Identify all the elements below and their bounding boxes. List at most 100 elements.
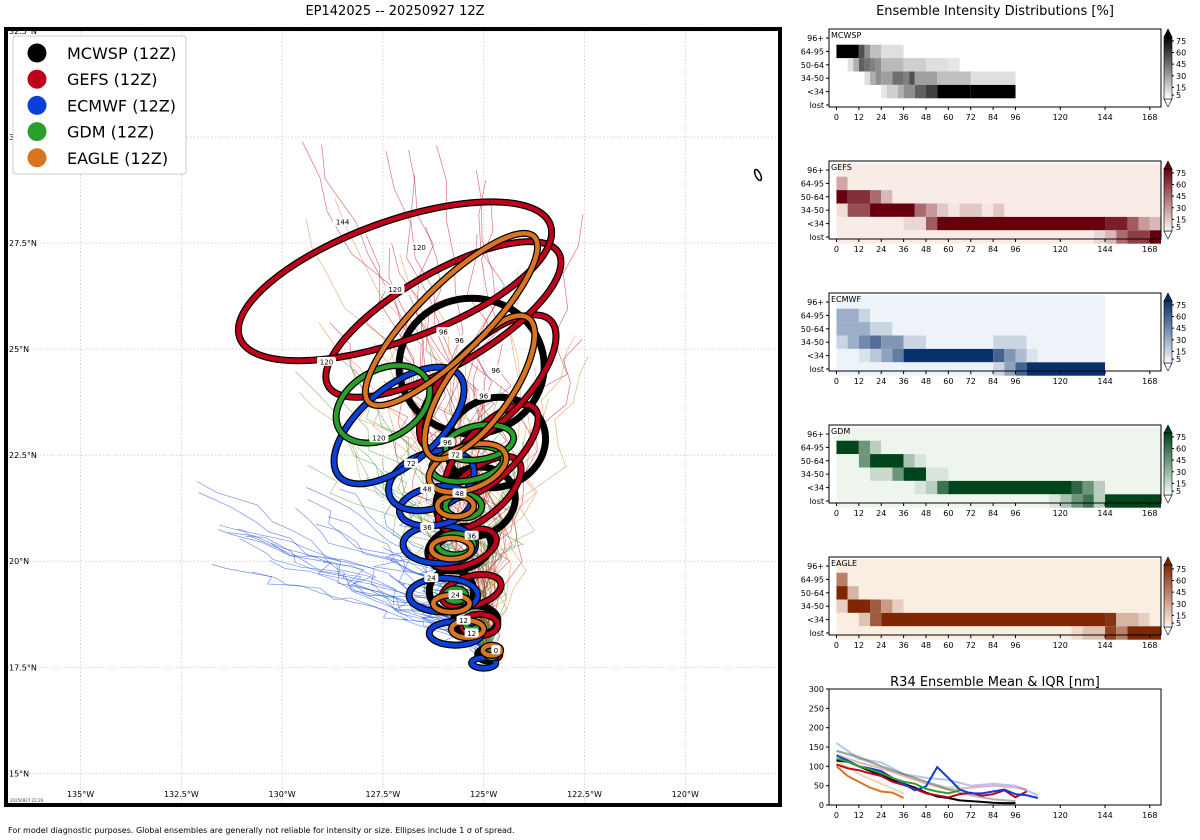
- colorbar-tick-label: 5: [1176, 487, 1181, 496]
- colorbar-tick-label: 45: [1176, 60, 1186, 69]
- colorbar-tick-label: 75: [1176, 169, 1186, 178]
- heatmap-cell: [993, 348, 1005, 363]
- ellipse-ring: [422, 313, 538, 462]
- ellipse-ring: [443, 422, 516, 463]
- heatmap-cell: [836, 612, 859, 627]
- heatmap-cell: [881, 44, 904, 59]
- hour-label-bg: [316, 356, 336, 366]
- heatmap-cell: [836, 586, 848, 600]
- heatmap-cell: [847, 335, 859, 349]
- x-tick-label: 12: [854, 509, 864, 518]
- y-tick-label: 34-50: [801, 338, 824, 347]
- legend-label: ECMWF (12Z): [67, 96, 176, 115]
- x-tick-label: 0: [834, 245, 839, 254]
- x-tick-label: 48: [921, 509, 931, 518]
- heatmap-cell: [1026, 362, 1106, 376]
- heatmap-cell: [881, 190, 893, 204]
- heatmap-cell: [993, 362, 1005, 376]
- y-tick-label: 100: [809, 762, 824, 771]
- heatmap-cell: [925, 58, 949, 72]
- colorbar-extend-bottom: [1163, 626, 1173, 636]
- hour-label-bg: [420, 484, 435, 494]
- colorbar-extend-bottom: [1163, 98, 1173, 108]
- heatmap-cell: [836, 494, 1050, 508]
- y-tick-label: 34-50: [801, 602, 824, 611]
- hour-label-bg: [333, 216, 353, 226]
- heatmap-cell: [892, 71, 904, 85]
- x-tick-label: 84: [988, 641, 998, 650]
- hour-label: 72: [407, 460, 416, 468]
- y-tick-label: lost: [810, 101, 824, 110]
- x-tick-label: 60: [943, 641, 953, 650]
- heatmap-cell: [858, 454, 871, 468]
- heatmap-cell: [925, 467, 949, 481]
- heatmap-cell: [981, 203, 994, 217]
- y-tick-label: lost: [810, 629, 824, 638]
- ellipse-gefs-120: [322, 238, 565, 401]
- island-outline: [753, 168, 763, 182]
- x-tick-label: 96: [1010, 811, 1020, 820]
- heatmap-cell: [881, 335, 904, 349]
- y-tick-label: 64-95: [801, 179, 824, 188]
- y-tick-label: 50-64: [801, 61, 824, 70]
- ellipse-ring: [236, 199, 554, 363]
- hour-label-bg: [476, 390, 491, 400]
- heatmap-cell: [836, 480, 915, 495]
- colorbar-extend-top: [1163, 424, 1173, 434]
- heatmap-cell: [836, 203, 848, 217]
- y-tick-label: 200: [809, 724, 824, 733]
- x-tick-label: 60: [943, 377, 953, 386]
- colorbar: [1163, 168, 1173, 232]
- legend-marker-gefs: [27, 69, 47, 89]
- heatmap-cell: [836, 295, 1106, 309]
- heatmap-cell: [836, 335, 848, 349]
- x-tick-label: 84: [988, 245, 998, 254]
- heatmap-cell: [870, 612, 882, 627]
- colorbar-tick-label: 45: [1176, 192, 1186, 201]
- heatmap-cell: [1060, 494, 1072, 508]
- heatmap-cell: [937, 71, 971, 85]
- heatmap-cell: [853, 58, 859, 72]
- heatmap-cell: [858, 586, 1161, 600]
- heatmap-cell: [1105, 494, 1161, 508]
- x-tick-label: 0: [834, 811, 839, 820]
- colorbar-tick-label: 5: [1176, 355, 1181, 364]
- x-tick-label: 144: [1097, 641, 1112, 650]
- heatmap-title: ECMWF: [831, 295, 861, 304]
- heatmap-cell: [970, 84, 1016, 99]
- heatmap-cell: [892, 467, 904, 481]
- model-legend: MCWSP (12Z) GEFS (12Z) ECMWF (12Z) GDM (12Z…: [12, 35, 187, 175]
- heatmap-cell: [881, 71, 893, 85]
- x-tick-label: 84: [988, 811, 998, 820]
- heatmap-cell: [903, 599, 1161, 613]
- heatmap-cell: [870, 203, 915, 217]
- map-tick-labels: 135°W 132.5°W 130°W 127.5°W 125°W 122.5°W 120°…: [9, 27, 699, 799]
- mean-line-gefs: [836, 763, 1028, 799]
- heatmap-cell: [1004, 203, 1161, 217]
- heatmap-cell: [903, 454, 915, 468]
- colorbar-tick-label: 15: [1176, 347, 1186, 356]
- y-tick-label: 150: [809, 743, 824, 752]
- hour-label: 96: [439, 329, 448, 337]
- map-frame: [4, 27, 782, 807]
- heatmap-cell: [881, 58, 904, 72]
- x-tick-label: 96: [1010, 113, 1020, 122]
- hour-label: 48: [423, 486, 432, 494]
- x-tick-label: 168: [1142, 509, 1157, 518]
- timestamp-stamp: 20250927 22:26: [10, 798, 44, 803]
- hour-label: 120: [320, 358, 333, 366]
- ellipse-eagle-120: [361, 229, 542, 410]
- heatmap-cell: [1116, 230, 1128, 244]
- heatmap-cell: [858, 335, 871, 349]
- heatmap-cell: [1105, 230, 1117, 244]
- hour-label: 48: [455, 490, 464, 498]
- x-tick-label: 48: [921, 113, 931, 122]
- footer-note: For model diagnostic purposes. Global en…: [8, 826, 515, 835]
- heatmap-gefs: GEFS 96+ 64-95 50-64 34-50 <34 lost 0 12 24 36 48 60…: [801, 160, 1186, 254]
- heatmap-cell: [1004, 348, 1016, 363]
- heatmap-cell: [1026, 335, 1106, 349]
- heatmap-cell: [836, 163, 1161, 177]
- x-tick-label: 60: [943, 245, 953, 254]
- heatmap-cell: [836, 308, 859, 323]
